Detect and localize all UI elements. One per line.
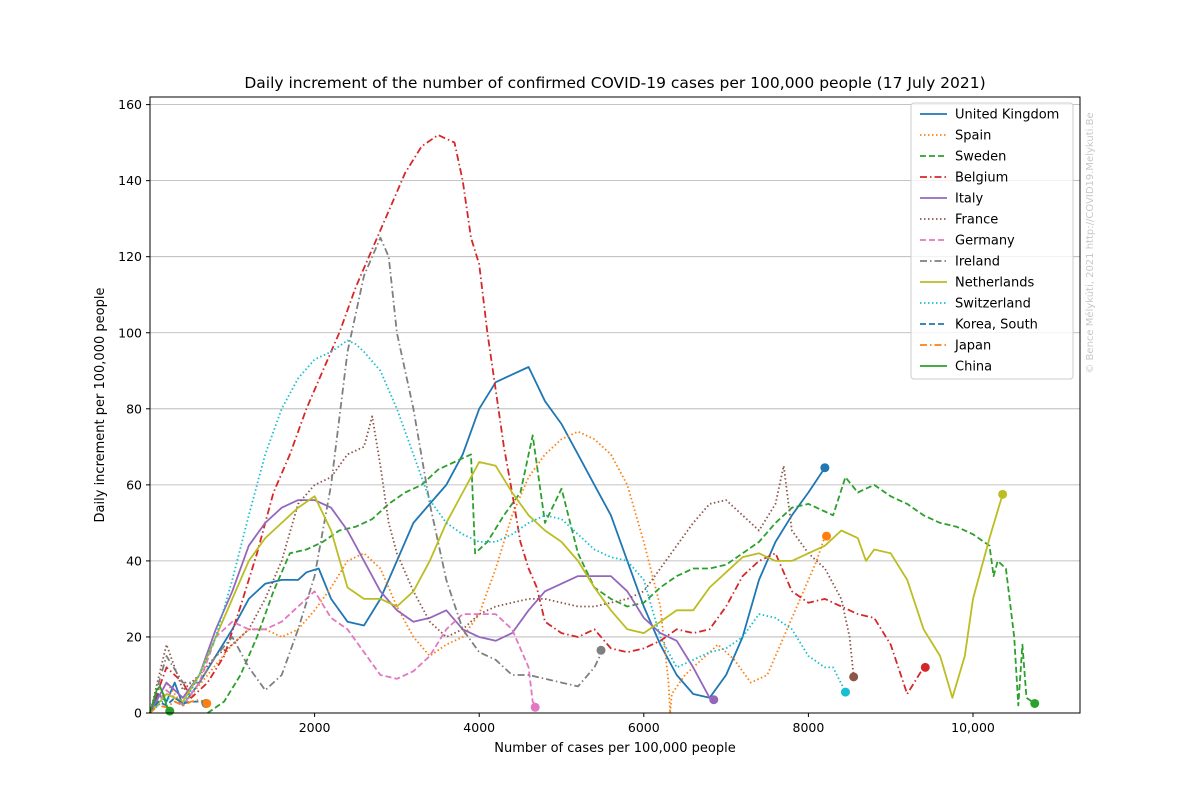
legend-box xyxy=(910,102,1074,380)
legend-label: Netherlands xyxy=(955,276,1034,291)
endpoint-marker-spain xyxy=(822,531,832,541)
y-tick-label: 60 xyxy=(126,477,142,492)
series-line-germany xyxy=(149,590,538,714)
x-tick-label: 6000 xyxy=(628,720,660,735)
legend-label: Korea, South xyxy=(955,318,1038,333)
legend-label: Germany xyxy=(955,234,1015,249)
endpoint-marker-italy xyxy=(709,695,719,705)
series-line-united-kingdom xyxy=(149,366,826,714)
y-axis: 0 20 40 60 80 100 120 140 160 xyxy=(118,97,150,721)
x-tick-label: 8000 xyxy=(793,720,825,735)
x-axis-label: Number of cases per 100,000 people xyxy=(494,741,736,756)
x-axis: 2000 4000 6000 8000 10,000 xyxy=(299,713,995,735)
y-tick-label: 120 xyxy=(118,249,142,264)
endpoint-marker-netherlands xyxy=(998,489,1008,499)
y-tick-label: 100 xyxy=(118,325,142,340)
series-line-netherlands xyxy=(149,461,1004,714)
legend-label: United Kingdom xyxy=(955,108,1059,123)
y-axis-label: Daily increment per 100,000 people xyxy=(93,288,108,523)
legend-label: Spain xyxy=(955,129,991,144)
endpoint-marker-germany xyxy=(530,702,540,712)
series-line-china xyxy=(149,685,171,714)
series-lines xyxy=(149,134,1036,714)
x-tick-label: 10,000 xyxy=(951,720,995,735)
series-line-switzerland xyxy=(149,339,847,714)
legend-label: Switzerland xyxy=(955,297,1031,312)
endpoint-marker-ireland xyxy=(596,645,606,655)
legend-label: Ireland xyxy=(955,255,1000,270)
endpoint-marker-france xyxy=(849,672,859,682)
endpoint-marker-japan xyxy=(202,698,212,708)
legend-label: Italy xyxy=(955,192,984,207)
series-line-japan xyxy=(149,698,208,714)
series-line-belgium xyxy=(149,134,925,714)
legend-label: Belgium xyxy=(955,171,1008,186)
legend-label: Sweden xyxy=(955,150,1006,165)
legend-label: China xyxy=(955,360,992,375)
y-tick-label: 80 xyxy=(126,401,142,416)
y-tick-label: 20 xyxy=(126,629,142,644)
series-line-sweden xyxy=(207,434,1036,714)
x-tick-label: 2000 xyxy=(299,720,331,735)
endpoint-marker-belgium xyxy=(920,662,930,672)
series-line-spain xyxy=(149,430,826,714)
y-tick-label: 140 xyxy=(118,173,142,188)
endpoint-marker-switzerland xyxy=(840,687,850,697)
legend-label: France xyxy=(955,213,998,228)
legend: United Kingdom Spain Sweden Belgium Italy Fra… xyxy=(910,102,1074,380)
series-line-korea-south xyxy=(149,696,207,714)
endpoint-marker-united-kingdom xyxy=(820,463,830,473)
credit-watermark: © Bence Mélykúti, 2021 http://COVID19.Me… xyxy=(1084,112,1096,373)
x-tick-label: 4000 xyxy=(463,720,495,735)
endpoint-marker-china xyxy=(165,706,175,716)
plot-frame xyxy=(149,96,1081,714)
endpoint-markers xyxy=(165,463,1040,716)
y-tick-label: 160 xyxy=(118,97,142,112)
y-tick-label: 0 xyxy=(134,706,142,721)
y-tick-label: 40 xyxy=(126,553,142,568)
chart-title: Daily increment of the number of confirm… xyxy=(244,74,985,92)
series-line-italy xyxy=(149,499,715,714)
legend-label: Japan xyxy=(954,339,991,354)
endpoint-marker-sweden xyxy=(1030,698,1040,708)
